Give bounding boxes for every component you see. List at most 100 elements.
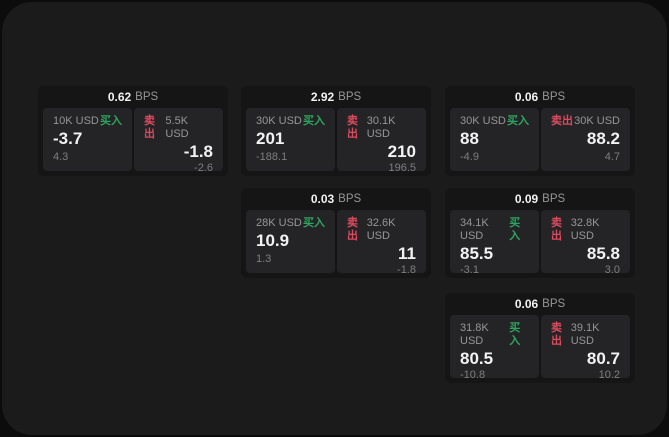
buy-amount-label: 10K USD — [53, 115, 99, 127]
buy-amount-label: 34.1K USD — [460, 217, 489, 242]
buy-delta-value: -4.9 — [460, 151, 479, 163]
sell-delta-value: 10.2 — [598, 369, 620, 381]
bps-header: 0.06 BPS — [445, 293, 635, 315]
buy-side-label: 买入 — [100, 115, 122, 127]
quote-card-body: 10K USD 买入 -3.7 4.3 卖出 5.5K USD -1.8 -2.… — [38, 108, 228, 176]
buy-delta-value: -10.8 — [460, 369, 486, 381]
buy-price-value: -3.7 — [53, 129, 83, 148]
sell-tile-top-row: 卖出 32.6K USD — [347, 217, 416, 243]
buy-amount-label: 30K USD — [256, 115, 302, 127]
sell-delta-value: -2.6 — [194, 162, 213, 174]
buy-price-value: 201 — [256, 129, 285, 148]
buy-amount-label: 31.8K USD — [460, 322, 489, 347]
buy-quote-tile[interactable]: 31.8K USD 买入 80.5 -10.8 — [450, 315, 539, 381]
quote-card-body: 28K USD 买入 10.9 1.3 卖出 32.6K USD 11 -1.8 — [241, 210, 431, 278]
buy-side-label: 买入 — [509, 322, 521, 347]
bps-unit-label: BPS — [338, 193, 362, 205]
sell-quote-tile[interactable]: 卖出 32.6K USD 11 -1.8 — [337, 210, 426, 276]
sell-quote-tile[interactable]: 卖出 39.1K USD 80.7 10.2 — [541, 315, 630, 381]
sell-side-label: 卖出 — [551, 217, 562, 242]
buy-side-label: 买入 — [507, 115, 529, 127]
bps-value: 0.06 — [514, 90, 539, 104]
sell-amount-label: 30.1K USD — [366, 115, 396, 140]
sell-amount-label: 32.8K USD — [570, 217, 600, 242]
buy-quote-tile[interactable]: 30K USD 买入 201 -188.1 — [246, 108, 335, 171]
sell-delta-value: 4.7 — [604, 151, 620, 163]
sell-tile-top-row: 卖出 30.1K USD — [347, 115, 416, 141]
buy-quote-tile[interactable]: 28K USD 买入 10.9 1.3 — [246, 210, 335, 273]
buy-side-label: 买入 — [303, 115, 325, 127]
sell-price-value: 88.2 — [586, 129, 620, 148]
buy-quote-tile[interactable]: 34.1K USD 买入 85.5 -3.1 — [450, 210, 539, 276]
buy-quote-tile[interactable]: 30K USD 买入 88 -4.9 — [450, 108, 539, 171]
sell-quote-tile[interactable]: 卖出 5.5K USD -1.8 -2.6 — [134, 108, 223, 174]
quote-card: 0.06 BPS 30K USD 买入 88 -4.9 卖出 30K USD 8… — [445, 86, 635, 176]
sell-price-value: 85.8 — [586, 244, 620, 263]
buy-price-value: 10.9 — [256, 231, 290, 250]
sell-tile-top-row: 卖出 32.8K USD — [551, 217, 620, 243]
sell-side-label: 卖出 — [144, 115, 155, 140]
sell-amount-label: 30K USD — [574, 115, 620, 127]
sell-quote-tile[interactable]: 卖出 30.1K USD 210 196.5 — [337, 108, 426, 174]
bps-value: 0.09 — [514, 192, 539, 206]
buy-side-label: 买入 — [509, 217, 521, 242]
sell-tile-top-row: 卖出 39.1K USD — [551, 322, 620, 348]
sell-side-label: 卖出 — [551, 322, 562, 347]
buy-price-value: 80.5 — [460, 349, 494, 368]
sell-price-value: -1.8 — [183, 142, 213, 161]
buy-delta-value: -188.1 — [256, 151, 288, 163]
buy-tile-top-row: 10K USD 买入 — [53, 115, 122, 128]
quote-card-body: 30K USD 买入 201 -188.1 卖出 30.1K USD 210 1… — [241, 108, 431, 176]
quote-card-body: 34.1K USD 买入 85.5 -3.1 卖出 32.8K USD 85.8… — [445, 210, 635, 278]
bps-unit-label: BPS — [542, 298, 566, 310]
buy-amount-label: 30K USD — [460, 115, 506, 127]
sell-tile-top-row: 卖出 5.5K USD — [144, 115, 213, 141]
bps-header: 0.03 BPS — [241, 188, 431, 210]
sell-side-label: 卖出 — [551, 115, 573, 127]
quote-card-body: 31.8K USD 买入 80.5 -10.8 卖出 39.1K USD 80.… — [445, 315, 635, 383]
quote-card: 2.92 BPS 30K USD 买入 201 -188.1 卖出 30.1K … — [241, 86, 431, 176]
buy-tile-top-row: 34.1K USD 买入 — [460, 217, 529, 243]
buy-quote-tile[interactable]: 10K USD 买入 -3.7 4.3 — [43, 108, 132, 171]
sell-price-value: 11 — [398, 244, 416, 263]
sell-quote-tile[interactable]: 卖出 30K USD 88.2 4.7 — [541, 108, 630, 171]
buy-tile-top-row: 28K USD 买入 — [256, 217, 325, 230]
sell-amount-label: 5.5K USD — [165, 115, 189, 140]
sell-quote-tile[interactable]: 卖出 32.8K USD 85.8 3.0 — [541, 210, 630, 276]
bps-unit-label: BPS — [542, 91, 566, 103]
buy-price-value: 85.5 — [460, 244, 494, 263]
sell-amount-label: 39.1K USD — [570, 322, 600, 347]
bps-header: 2.92 BPS — [241, 86, 431, 108]
bps-header: 0.62 BPS — [38, 86, 228, 108]
sell-price-value: 80.7 — [586, 349, 620, 368]
bps-unit-label: BPS — [542, 193, 566, 205]
quote-card: 0.06 BPS 31.8K USD 买入 80.5 -10.8 卖出 39.1… — [445, 293, 635, 383]
sell-side-label: 卖出 — [347, 217, 358, 242]
buy-tile-top-row: 31.8K USD 买入 — [460, 322, 529, 348]
sell-amount-label: 32.6K USD — [366, 217, 396, 242]
buy-side-label: 买入 — [303, 217, 325, 229]
sell-tile-top-row: 卖出 30K USD — [551, 115, 620, 128]
buy-price-value: 88 — [460, 129, 479, 148]
sell-side-label: 卖出 — [347, 115, 358, 140]
quote-card: 0.03 BPS 28K USD 买入 10.9 1.3 卖出 32.6K US… — [241, 188, 431, 278]
quote-card: 0.09 BPS 34.1K USD 买入 85.5 -3.1 卖出 32.8K… — [445, 188, 635, 278]
buy-delta-value: -3.1 — [460, 264, 479, 276]
buy-amount-label: 28K USD — [256, 217, 302, 229]
bps-value: 0.03 — [310, 192, 335, 206]
quote-card-body: 30K USD 买入 88 -4.9 卖出 30K USD 88.2 4.7 — [445, 108, 635, 176]
sell-delta-value: 3.0 — [604, 264, 620, 276]
bps-header: 0.09 BPS — [445, 188, 635, 210]
sell-delta-value: 196.5 — [388, 162, 416, 174]
sell-delta-value: -1.8 — [397, 264, 416, 276]
bps-unit-label: BPS — [338, 91, 362, 103]
bps-value: 2.92 — [310, 90, 335, 104]
buy-tile-top-row: 30K USD 买入 — [460, 115, 529, 128]
buy-tile-top-row: 30K USD 买入 — [256, 115, 325, 128]
buy-delta-value: 4.3 — [53, 151, 69, 163]
bps-header: 0.06 BPS — [445, 86, 635, 108]
bps-unit-label: BPS — [135, 91, 159, 103]
buy-delta-value: 1.3 — [256, 253, 272, 265]
bps-value: 0.62 — [107, 90, 132, 104]
